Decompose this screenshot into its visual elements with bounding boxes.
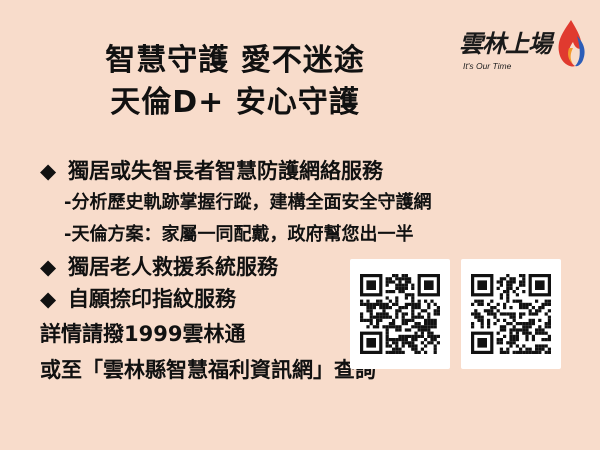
list-item: ◆ 獨居或失智長者智慧防護網絡服務 xyxy=(40,155,600,187)
contact-line: 詳情請撥1999雲林通 xyxy=(40,322,246,346)
headline: 智慧守護 愛不迷途 天倫D+ 安心守護 xyxy=(0,40,470,124)
contact-line: 或至「雲林縣智慧福利資訊網」查詢 xyxy=(40,358,376,382)
list-item: ◆ 獨居老人救援系統服務 xyxy=(40,251,600,283)
list-item-label: 獨居老人救援系統服務 xyxy=(68,255,278,279)
headline-line-2: 天倫D+ 安心守護 xyxy=(110,85,360,120)
logo-text: 雲林上場 xyxy=(459,29,552,58)
yunlin-logo: 雲林上場 It's Our Time xyxy=(455,14,590,84)
list-item-label: 自願捺印指紋服務 xyxy=(68,287,236,311)
diamond-bullet-icon: ◆ xyxy=(40,255,57,279)
sub-item: -分析歷史軌跡掌握行蹤，建構全面安全守護網 xyxy=(64,192,432,213)
service-list: ◆ 獨居或失智長者智慧防護網絡服務 -分析歷史軌跡掌握行蹤，建構全面安全守護網 -… xyxy=(40,155,600,387)
logo-tagline: It's Our Time xyxy=(463,61,512,71)
qr-code-icon[interactable] xyxy=(350,259,450,369)
list-item-label: 獨居或失智長者智慧防護網絡服務 xyxy=(68,159,383,183)
flame-icon xyxy=(558,20,585,67)
diamond-bullet-icon: ◆ xyxy=(40,287,57,311)
qr-code-icon[interactable] xyxy=(461,259,561,369)
sub-item: -天倫方案：家屬一同配戴，政府幫您出一半 xyxy=(64,224,414,245)
headline-line-1: 智慧守護 愛不迷途 xyxy=(105,43,365,78)
list-item: ◆ 自願捺印指紋服務 xyxy=(40,283,600,315)
diamond-bullet-icon: ◆ xyxy=(40,159,57,183)
